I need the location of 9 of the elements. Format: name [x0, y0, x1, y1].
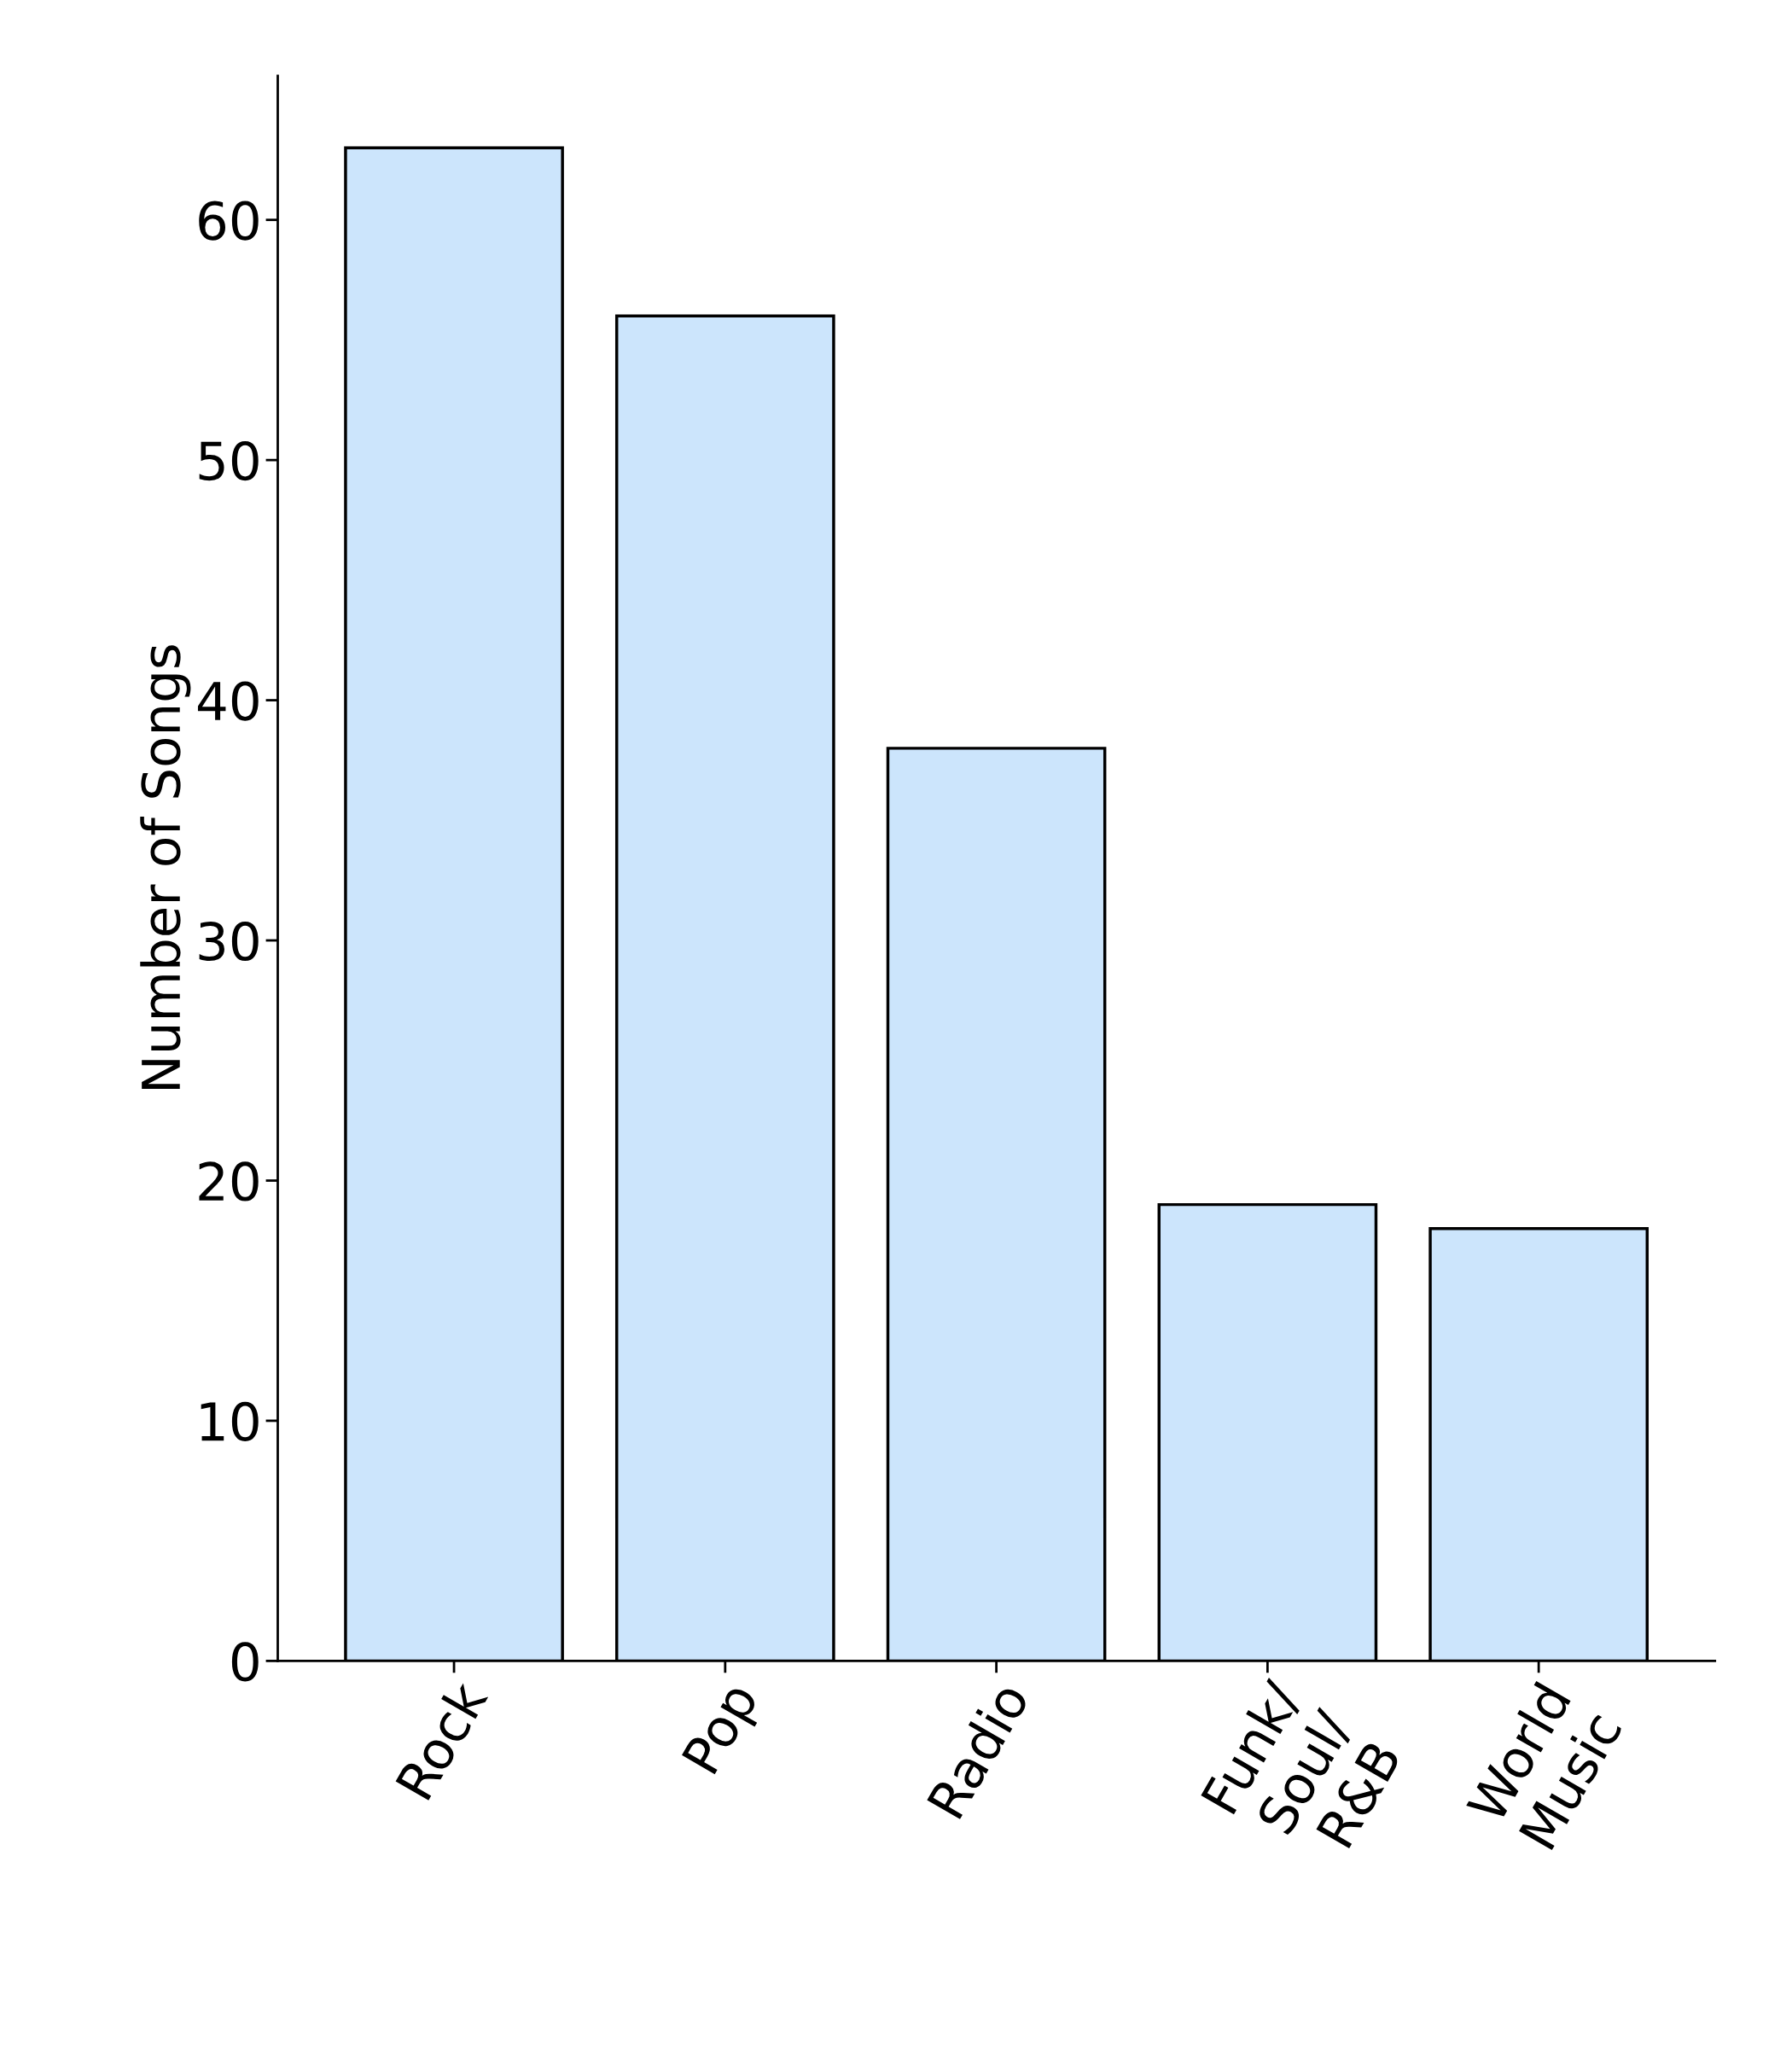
- y-tick-label: 60: [199, 201, 259, 241]
- y-tick-label: 20: [199, 1161, 259, 1201]
- y-tick-label: 30: [199, 921, 259, 962]
- y-tick-label: 10: [201, 1401, 259, 1442]
- y-tick-label: 40: [197, 681, 259, 721]
- y-tick-label: 0: [231, 1642, 259, 1682]
- y-axis-title: Number of Songs: [140, 645, 191, 1089]
- x-tick-label: Pop: [682, 1679, 768, 1780]
- y-tick-label: 50: [199, 440, 259, 481]
